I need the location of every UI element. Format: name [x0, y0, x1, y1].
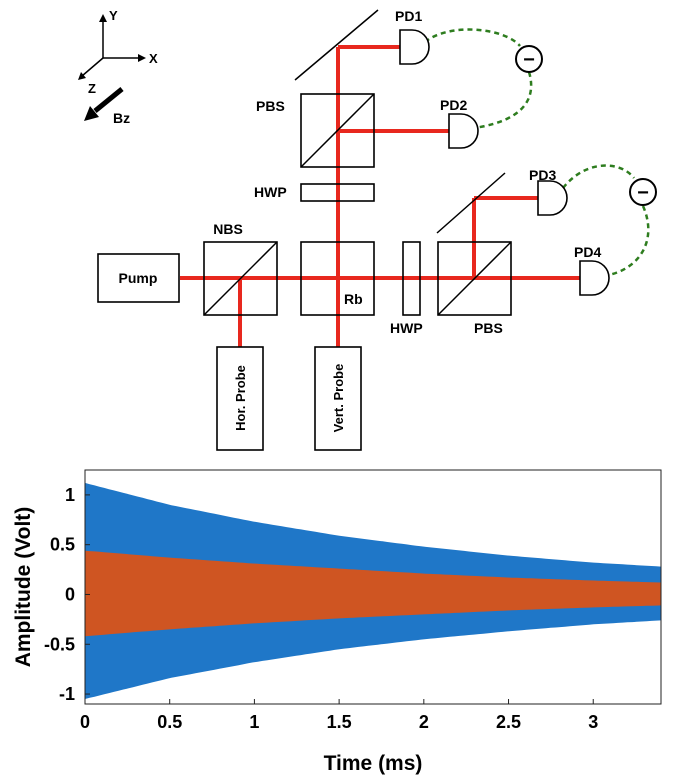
- x-tick-label: 1: [249, 712, 259, 732]
- hor-probe-box: Hor. Probe: [216, 346, 264, 451]
- mirror-top: [294, 9, 379, 81]
- rb-label: Rb: [344, 291, 363, 307]
- plot-frame: [84, 469, 662, 705]
- pbs-top-label: PBS: [256, 98, 285, 114]
- hwp-top-label: HWP: [254, 184, 287, 200]
- y-arrow-head-icon: [99, 14, 107, 22]
- pd3-detector: PD3: [529, 167, 568, 216]
- y-tick-label: -1: [59, 684, 75, 704]
- hor-probe-label: Hor. Probe: [233, 365, 248, 431]
- x-axis-label: X: [149, 51, 158, 66]
- series-orange-band: [85, 550, 661, 637]
- pd3-label: PD3: [529, 167, 556, 183]
- wire-pd1-sub1: [424, 28, 521, 47]
- z-arrow-head-icon: [78, 72, 86, 80]
- y-tick-label: 0: [65, 584, 75, 604]
- pd4-detector: PD4: [574, 244, 610, 296]
- mirror-right: [436, 172, 506, 234]
- hwp-right-label: HWP: [390, 320, 423, 336]
- pd1-detector: PD1: [395, 8, 430, 65]
- subtractor-2: −: [629, 178, 657, 206]
- subtractor-2-symbol: −: [637, 182, 649, 204]
- pd1-label: PD1: [395, 8, 422, 24]
- pd2-detector: PD2: [440, 97, 479, 149]
- pump-box: Pump: [97, 253, 180, 303]
- vert-probe-label: Vert. Probe: [331, 364, 346, 433]
- x-tick-label: 2.5: [496, 712, 521, 732]
- wire-sub2-pd4: [603, 205, 650, 278]
- y-axis-title: Amplitude (Volt): [12, 507, 35, 668]
- pbs-right-label: PBS: [474, 320, 503, 336]
- x-tick-label: 2: [419, 712, 429, 732]
- subtractor-1: −: [515, 45, 543, 73]
- pbs-right: PBS: [437, 241, 512, 336]
- pbs-top: PBS: [256, 93, 375, 168]
- x-arrow-head-icon: [138, 54, 146, 62]
- hwp-right: HWP: [390, 241, 423, 336]
- bz-label: Bz: [113, 110, 130, 126]
- wire-sub1-pd2: [473, 71, 533, 130]
- wire-pd3-sub2: [562, 164, 635, 189]
- x-tick-label: 1.5: [327, 712, 352, 732]
- pd2-label: PD2: [440, 97, 467, 113]
- y-tick-label: 1: [65, 485, 75, 505]
- laser-beams: [180, 45, 580, 347]
- y-tick-label: 0.5: [50, 535, 75, 555]
- bz-arrow: [93, 87, 124, 113]
- z-axis-label: Z: [88, 81, 96, 96]
- pd4-label: PD4: [574, 244, 601, 260]
- x-tick-label: 0: [80, 712, 90, 732]
- x-tick-label: 0.5: [157, 712, 182, 732]
- nbs-cube: NBS: [203, 221, 278, 316]
- vert-probe-box: Vert. Probe: [314, 346, 362, 451]
- y-axis-label: Y: [109, 8, 118, 23]
- x-tick-label: 3: [588, 712, 598, 732]
- signal-wires: [424, 28, 650, 278]
- bz-arrow-head-icon: [84, 106, 99, 121]
- y-tick-label: -0.5: [44, 634, 75, 654]
- x-ticks: 0 0.5 1 1.5 2 2.5 3: [80, 699, 598, 732]
- z-axis-arrow: [81, 57, 104, 77]
- amplitude-chart: 0 0.5 1 1.5 2 2.5 3 1 0.5 0 -0.5 -1 Time (ms) Ampl…: [12, 469, 662, 775]
- chart-series: [85, 482, 661, 699]
- pump-label: Pump: [119, 270, 158, 286]
- hwp-top: HWP: [254, 183, 375, 202]
- coordinate-axes: Y X Z Bz: [78, 8, 158, 126]
- nbs-label: NBS: [213, 221, 243, 237]
- y-ticks: 1 0.5 0 -0.5 -1: [44, 485, 90, 704]
- rb-cell: Rb: [300, 241, 375, 316]
- x-axis-title: Time (ms): [324, 752, 423, 775]
- subtractor-1-symbol: −: [523, 49, 535, 71]
